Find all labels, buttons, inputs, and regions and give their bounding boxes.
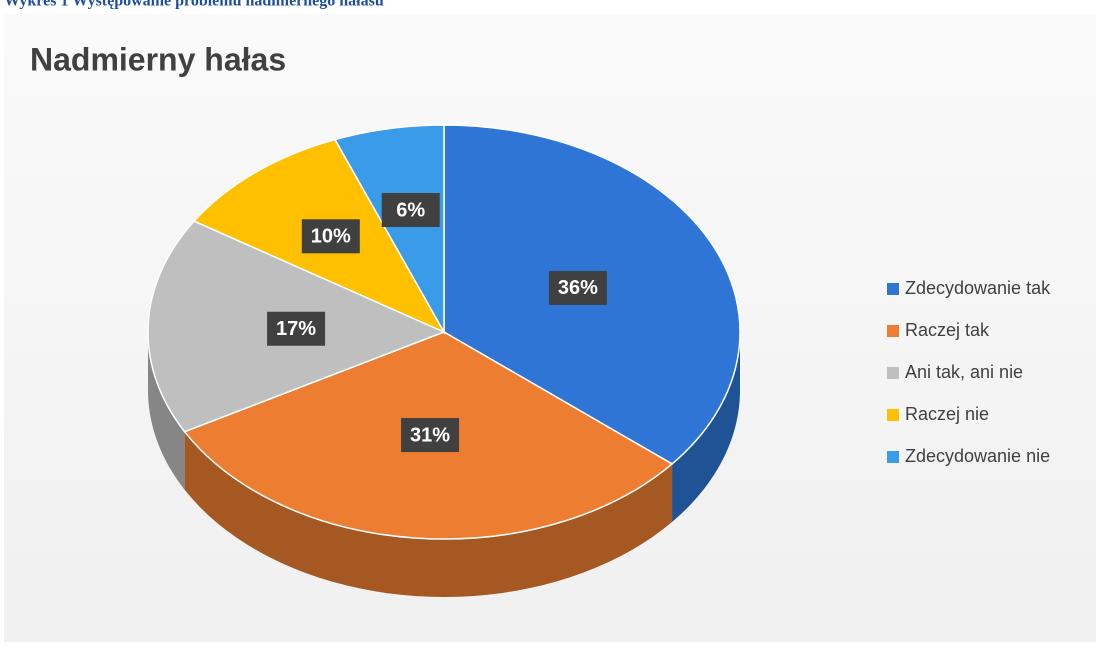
legend: Zdecydowanie tak Raczej tak Ani tak, ani n… bbox=[887, 278, 1051, 466]
slice-side bbox=[184, 431, 673, 597]
slice-side bbox=[148, 332, 185, 490]
data-label-box bbox=[267, 311, 326, 346]
data-label-box bbox=[401, 418, 460, 453]
legend-swatch bbox=[887, 367, 899, 379]
data-label: 6% bbox=[396, 199, 425, 221]
chart-title: Nadmierny hałas bbox=[30, 41, 286, 77]
legend-swatch bbox=[887, 325, 899, 337]
data-label: 10% bbox=[311, 226, 351, 248]
data-label-box bbox=[548, 270, 607, 305]
slice-side bbox=[672, 332, 740, 522]
data-label: 36% bbox=[558, 277, 598, 299]
data-label-box bbox=[301, 219, 360, 254]
legend-label: Ani tak, ani nie bbox=[905, 362, 1023, 382]
slice bbox=[333, 124, 445, 335]
pie: 36% 31% 17% 10% 6% bbox=[147, 124, 741, 597]
legend-label: Raczej tak bbox=[905, 320, 990, 340]
legend-label: Raczej nie bbox=[905, 404, 989, 424]
legend-label: Zdecydowanie nie bbox=[905, 446, 1050, 466]
caption: Wykres 1 Występowanie problemu nadmierne… bbox=[4, 0, 384, 10]
data-label-box bbox=[381, 192, 440, 227]
data-label: 31% bbox=[410, 424, 450, 446]
legend-swatch bbox=[887, 451, 899, 463]
legend-label: Zdecydowanie tak bbox=[905, 278, 1051, 298]
legend-swatch bbox=[887, 409, 899, 421]
data-label: 17% bbox=[276, 318, 316, 340]
legend-swatch bbox=[887, 283, 899, 295]
